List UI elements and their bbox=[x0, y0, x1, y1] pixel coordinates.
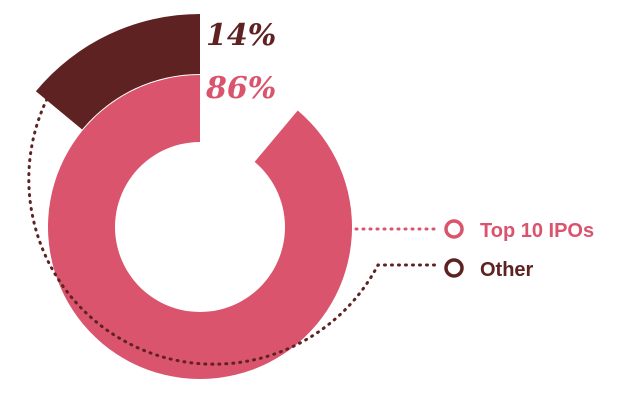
slice-other bbox=[35, 14, 201, 130]
legend-marker-other bbox=[444, 258, 464, 278]
other-leader-line bbox=[27, 91, 442, 366]
donut-slices bbox=[35, 14, 352, 379]
legend-marker-top10 bbox=[444, 219, 464, 239]
top10-percent-label: 86% bbox=[205, 71, 276, 106]
slice-top-10-ipos bbox=[47, 75, 352, 379]
other-percent-label: 14% bbox=[206, 18, 276, 53]
legend: Top 10 IPOs Other bbox=[444, 219, 594, 281]
legend-label-top10: Top 10 IPOs bbox=[480, 220, 594, 242]
legend-label-other: Other bbox=[480, 259, 534, 281]
